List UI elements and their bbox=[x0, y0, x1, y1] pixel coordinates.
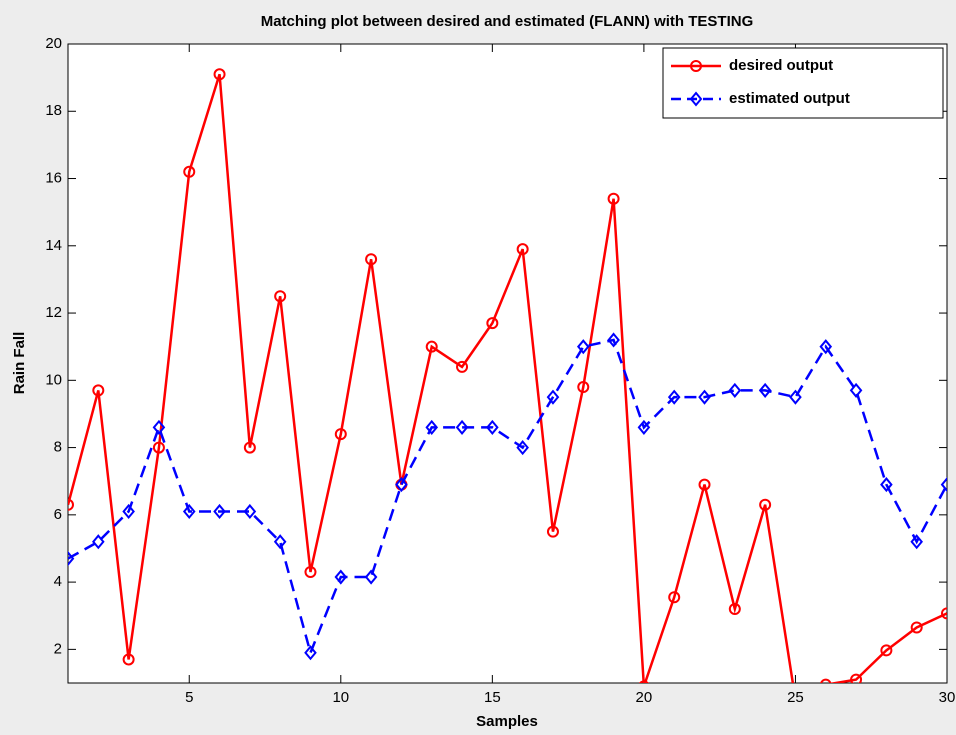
marker bbox=[68, 551, 75, 567]
marker bbox=[607, 332, 620, 348]
marker bbox=[425, 419, 439, 435]
marker bbox=[334, 428, 347, 441]
marker bbox=[516, 243, 529, 256]
marker bbox=[637, 419, 651, 435]
marker bbox=[516, 440, 529, 456]
marker bbox=[667, 389, 681, 405]
marker bbox=[395, 477, 408, 493]
marker bbox=[910, 534, 923, 550]
marker bbox=[243, 503, 257, 520]
marker bbox=[546, 525, 559, 538]
marker bbox=[455, 419, 469, 435]
series-line bbox=[68, 338, 947, 657]
marker bbox=[213, 503, 226, 520]
marker bbox=[607, 192, 620, 205]
marker bbox=[689, 91, 703, 107]
marker bbox=[698, 389, 711, 405]
x-tick-label: 5 bbox=[185, 689, 193, 706]
y-tick-label: 12 bbox=[45, 304, 62, 321]
y-tick-label: 20 bbox=[45, 35, 62, 52]
marker bbox=[759, 498, 772, 511]
marker bbox=[728, 382, 742, 398]
marker bbox=[68, 498, 74, 511]
marker bbox=[334, 569, 348, 585]
marker bbox=[789, 389, 802, 405]
marker bbox=[941, 607, 947, 620]
y-tick-label: 4 bbox=[54, 573, 62, 590]
marker bbox=[728, 603, 741, 616]
plot-area bbox=[67, 43, 948, 684]
marker bbox=[758, 382, 772, 398]
marker bbox=[274, 290, 287, 303]
marker bbox=[152, 419, 166, 435]
marker bbox=[182, 503, 196, 520]
x-tick-label: 15 bbox=[484, 689, 501, 706]
y-tick-label: 16 bbox=[45, 169, 62, 186]
marker bbox=[486, 317, 499, 330]
marker bbox=[152, 441, 165, 454]
marker bbox=[940, 477, 947, 493]
marker bbox=[92, 534, 105, 550]
x-tick-label: 30 bbox=[939, 689, 956, 706]
marker bbox=[122, 503, 135, 520]
marker bbox=[243, 441, 256, 454]
legend-box bbox=[662, 47, 944, 119]
marker bbox=[183, 165, 196, 178]
marker bbox=[213, 68, 226, 81]
marker bbox=[456, 360, 469, 373]
x-tick-label: 25 bbox=[787, 689, 804, 706]
x-tick-label: 20 bbox=[636, 689, 653, 706]
marker bbox=[668, 591, 681, 604]
marker bbox=[92, 384, 105, 397]
marker bbox=[820, 678, 832, 683]
chart-title: Matching plot between desired and estima… bbox=[261, 13, 754, 30]
marker bbox=[546, 389, 560, 405]
y-axis-label: Rain Fall bbox=[11, 332, 28, 395]
marker bbox=[304, 566, 317, 579]
marker bbox=[425, 340, 438, 353]
legend: desired output estimated output bbox=[662, 47, 944, 119]
y-tick-label: 14 bbox=[45, 237, 62, 254]
marker bbox=[850, 673, 863, 683]
marker bbox=[880, 644, 893, 657]
marker bbox=[486, 419, 499, 435]
legend-label: desired output bbox=[729, 57, 833, 74]
marker bbox=[122, 653, 135, 666]
y-tick-label: 6 bbox=[54, 506, 62, 523]
marker bbox=[880, 477, 893, 493]
x-tick-label: 10 bbox=[332, 689, 349, 706]
marker bbox=[849, 382, 863, 398]
marker bbox=[365, 253, 378, 266]
marker bbox=[577, 381, 590, 394]
marker bbox=[910, 621, 923, 634]
marker bbox=[304, 645, 317, 661]
marker bbox=[638, 680, 649, 683]
marker bbox=[273, 534, 287, 550]
marker bbox=[698, 478, 711, 491]
y-tick-label: 2 bbox=[54, 640, 62, 657]
marker bbox=[576, 339, 590, 355]
series-line bbox=[68, 73, 947, 683]
y-tick-label: 8 bbox=[54, 439, 62, 456]
y-tick-label: 10 bbox=[45, 371, 62, 388]
legend-label: estimated output bbox=[729, 90, 850, 107]
plot-layer bbox=[68, 68, 947, 683]
marker bbox=[364, 569, 378, 585]
marker bbox=[690, 60, 702, 72]
marker bbox=[819, 339, 833, 355]
x-axis-label: Samples bbox=[476, 713, 538, 730]
y-tick-label: 18 bbox=[45, 102, 62, 119]
